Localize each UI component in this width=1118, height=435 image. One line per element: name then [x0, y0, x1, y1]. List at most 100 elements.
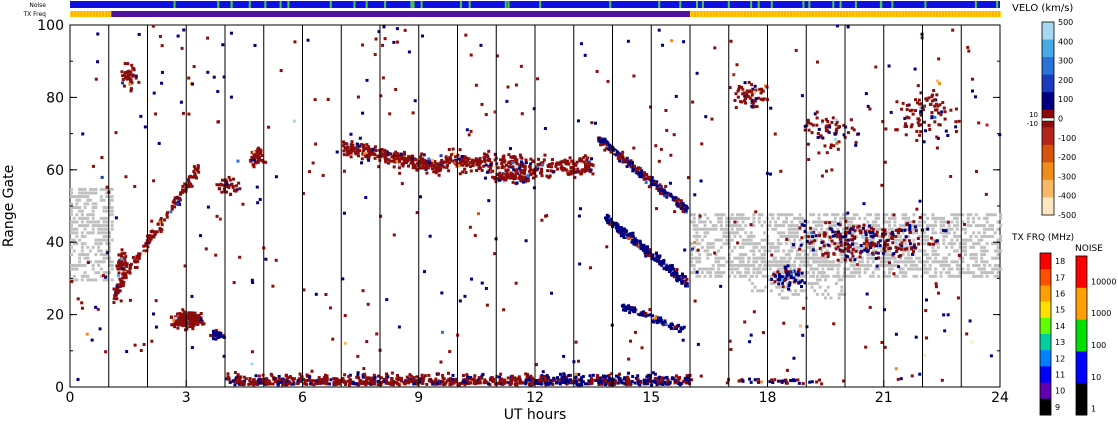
echo-cell: [627, 236, 631, 240]
echo-cell: [403, 381, 407, 385]
ground-scatter-cell: [784, 253, 788, 257]
ground-scatter-cell: [75, 231, 79, 235]
echo-cell: [559, 166, 563, 170]
ground-scatter-cell: [782, 231, 786, 235]
ground-scatter-cell: [841, 231, 845, 235]
txfreq-tick: [88, 11, 90, 17]
ground-scatter-cell: [939, 220, 943, 224]
echo-cell: [652, 315, 656, 319]
ground-scatter-cell: [752, 253, 756, 257]
echo-cell: [922, 104, 926, 108]
ground-scatter-cell: [966, 213, 970, 217]
ground-scatter-cell: [996, 274, 1000, 278]
echo-cell: [610, 372, 614, 376]
echo-cell: [487, 164, 491, 168]
echo-cell: [636, 379, 640, 383]
echo-cell: [895, 247, 899, 251]
echo-cell: [619, 226, 623, 230]
ground-scatter-cell: [963, 271, 967, 275]
echo-cell: [854, 249, 858, 253]
ground-scatter-cell: [904, 263, 908, 267]
txfreq-strip: [70, 11, 1001, 17]
ground-scatter-cell: [795, 227, 799, 231]
ground-scatter-cell: [871, 238, 875, 242]
txfreq-tick: [854, 11, 856, 17]
echo-cell: [536, 165, 540, 169]
noise-accent: [468, 1, 471, 8]
ground-scatter-cell: [110, 220, 114, 224]
ground-scatter-cell: [801, 220, 805, 224]
echo-cell: [584, 382, 588, 386]
ground-scatter-cell: [985, 249, 989, 253]
ground-scatter-cell: [788, 256, 792, 260]
ground-scatter-cell: [717, 213, 721, 217]
echo-cell: [563, 160, 567, 164]
echo-cell: [612, 148, 616, 152]
ground-scatter-cell: [821, 267, 825, 271]
ground-scatter-cell: [879, 263, 883, 267]
ground-scatter-cell: [784, 234, 788, 238]
ground-scatter-cell: [695, 231, 699, 235]
echo-cell: [123, 270, 127, 274]
echo-cell: [859, 243, 863, 247]
ground-scatter-cell: [955, 216, 959, 220]
echo-cell: [135, 265, 139, 269]
echo-cell: [907, 116, 911, 120]
ground-scatter-cell: [850, 271, 854, 275]
echo-cell: [828, 221, 832, 225]
ground-scatter-cell: [982, 267, 986, 271]
echo-cell: [121, 282, 125, 286]
echo-cell: [382, 148, 386, 152]
ground-scatter-cell: [110, 263, 114, 267]
ground-scatter-cell: [768, 267, 772, 271]
echo-cell: [114, 289, 118, 293]
echo-cell: [209, 333, 213, 337]
echo-cell: [349, 147, 353, 151]
echo-cell: [862, 242, 866, 246]
echo-cell: [883, 244, 887, 248]
echo-cell: [620, 153, 624, 157]
ground-scatter-cell: [898, 256, 902, 260]
echo-cell: [617, 377, 621, 381]
echo-cell: [641, 313, 645, 317]
echo-cell: [385, 150, 389, 154]
echo-cell: [442, 160, 446, 164]
ground-scatter-cell: [91, 245, 95, 249]
ground-scatter-cell: [752, 245, 756, 249]
echo-cell: [360, 143, 364, 147]
echo-cell: [648, 375, 652, 379]
ground-scatter-cell: [698, 253, 702, 257]
echo-cell: [379, 150, 383, 154]
ground-scatter-cell: [690, 220, 693, 224]
ground-scatter-cell: [758, 256, 762, 260]
ground-scatter-cell: [698, 242, 702, 246]
echo-cell: [535, 379, 539, 383]
echo-cell: [817, 151, 821, 155]
ground-scatter-cell: [719, 227, 723, 231]
echo-cell: [250, 150, 254, 154]
ground-scatter-cell: [711, 245, 715, 249]
echo-cell: [409, 377, 413, 381]
ground-scatter-cell: [972, 245, 976, 249]
echo-cell: [900, 228, 904, 232]
ground-scatter-cell: [796, 292, 800, 296]
echo-cell: [347, 383, 351, 387]
ground-scatter-cell: [94, 260, 98, 264]
echo-cell: [493, 165, 497, 169]
ground-scatter-cell: [714, 256, 718, 260]
echo-cell: [148, 234, 152, 238]
ground-scatter-cell: [99, 198, 103, 202]
ground-scatter-cell: [798, 238, 802, 242]
echo-cell: [349, 379, 353, 383]
ground-scatter-cell: [953, 249, 957, 253]
echo-cell: [166, 211, 170, 215]
echo-cell: [604, 147, 608, 151]
echo-cell: [126, 270, 130, 274]
ground-scatter-cell: [768, 224, 772, 228]
echo-cell: [659, 318, 663, 322]
ground-scatter-cell: [850, 249, 854, 253]
echo-cell: [539, 162, 543, 166]
ground-scatter-cell: [776, 224, 780, 228]
echo-cell: [547, 164, 551, 168]
echo-cell: [402, 152, 406, 156]
